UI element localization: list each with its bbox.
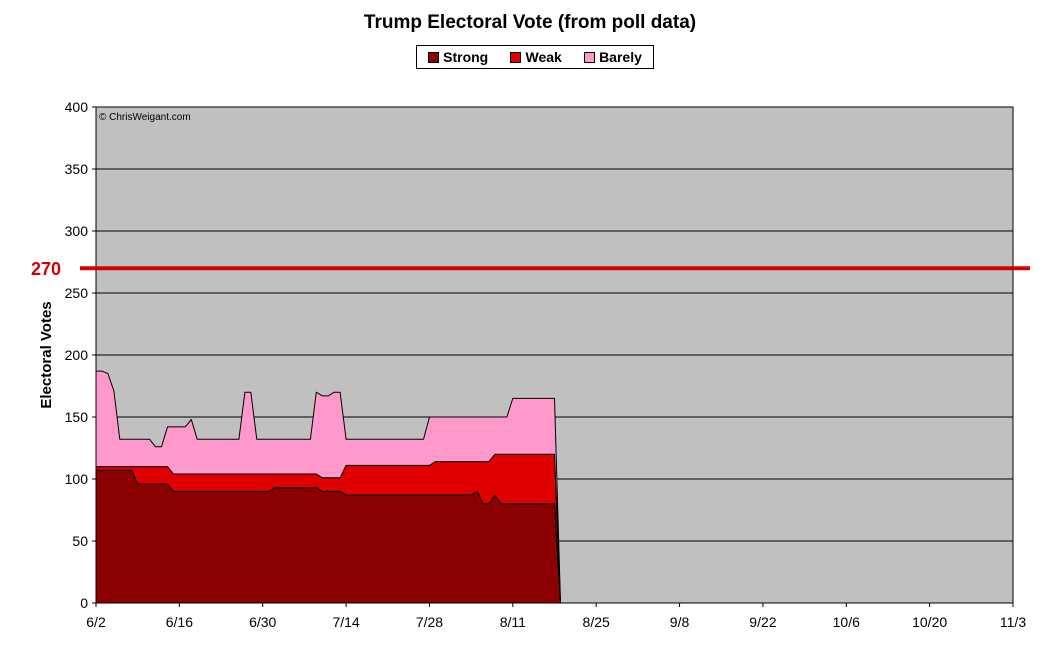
legend: Strong Weak Barely xyxy=(416,45,654,69)
watermark: © ChrisWeigant.com xyxy=(99,112,191,123)
x-tick-label: 9/22 xyxy=(749,614,776,630)
legend-swatch-weak xyxy=(510,51,522,63)
y-tick-label: 350 xyxy=(65,161,89,177)
x-tick-label: 9/8 xyxy=(670,614,690,630)
legend-swatch-strong xyxy=(428,51,440,63)
legend-label-weak: Weak xyxy=(525,49,562,65)
x-tick-label: 7/28 xyxy=(416,614,443,630)
y-tick-label: 150 xyxy=(65,409,89,425)
x-tick-label: 10/6 xyxy=(833,614,860,630)
x-tick-label: 6/16 xyxy=(166,614,193,630)
reference-line-label: 270 xyxy=(31,259,61,279)
legend-swatch-barely xyxy=(584,51,596,63)
legend-label-barely: Barely xyxy=(599,49,642,65)
legend-label-strong: Strong xyxy=(443,49,489,65)
y-axis-label: Electoral Votes xyxy=(38,301,55,408)
x-tick-label: 8/11 xyxy=(500,614,526,630)
legend-entry-strong: Strong xyxy=(428,49,488,65)
y-tick-label: 250 xyxy=(65,285,89,301)
chart-title: Trump Electoral Vote (from poll data) xyxy=(363,12,697,33)
area-series-barely xyxy=(95,370,561,604)
y-tick-label: 50 xyxy=(72,533,88,549)
x-tick-label: 8/25 xyxy=(583,614,610,630)
x-tick-label: 11/3 xyxy=(1000,614,1026,630)
legend-entry-barely: Barely xyxy=(584,49,642,65)
y-tick-label: 200 xyxy=(65,347,89,363)
y-tick-label: 400 xyxy=(65,99,89,115)
y-tick-label: 300 xyxy=(65,223,89,239)
x-tick-label: 10/20 xyxy=(912,614,947,630)
legend-entry-weak: Weak xyxy=(510,49,562,65)
x-tick-label: 6/30 xyxy=(249,614,276,630)
y-tick-label: 100 xyxy=(65,471,89,487)
x-tick-label: 7/14 xyxy=(332,614,359,630)
y-tick-label: 0 xyxy=(80,595,88,611)
x-tick-label: 6/2 xyxy=(86,614,106,630)
